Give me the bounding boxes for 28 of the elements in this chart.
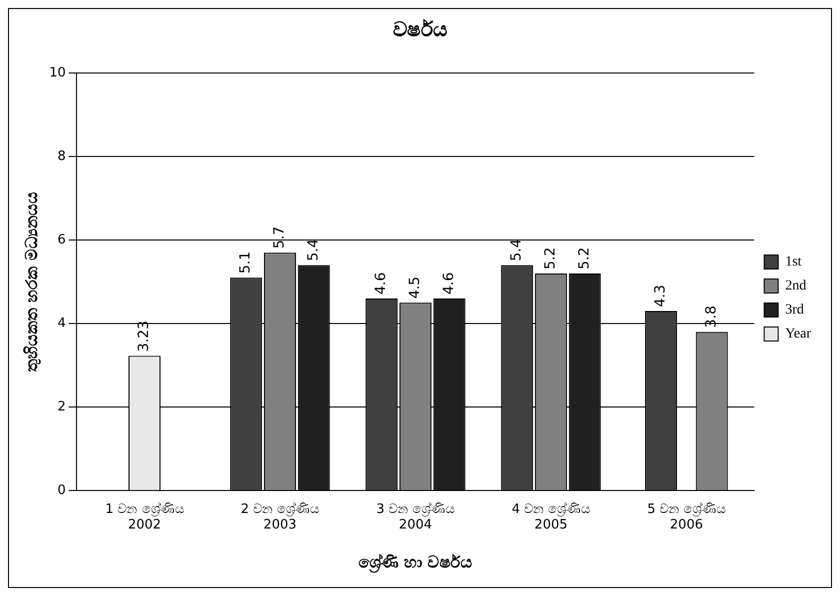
y-tick-label: 4 [57, 316, 66, 331]
y-tick-label: 0 [57, 482, 66, 498]
data-label: 5.7 [272, 226, 288, 249]
x-tick-label: 4 වන ශ්‍රේණිය 2005 [512, 500, 590, 532]
y-tick-label: 8 [57, 148, 66, 164]
data-label: 4.3 [652, 284, 669, 308]
x-tick-label: 5 වන ශ්‍රේණිය 2006 [647, 500, 726, 532]
x-tick-label: 2 වන ශ්‍රේණිය 2003 [240, 500, 320, 532]
data-label: 4.6 [440, 272, 457, 295]
y-tick-label: 2 [57, 399, 66, 414]
legend-label: 1st [785, 254, 802, 270]
x-tick-label: 1 වන ශ්‍රේණිය 2002 [105, 500, 184, 532]
y-tick-label: 6 [57, 232, 66, 248]
legend-label: Year [785, 326, 812, 342]
y-tick-label: 10 [49, 65, 66, 80]
data-label: 5.4 [305, 238, 322, 262]
data-label: 5.2 [542, 247, 559, 270]
data-label: 5.1 [238, 251, 254, 274]
data-label: 5.2 [576, 247, 592, 270]
x-tick-label: 3 වන ශ්‍රේණිය 2004 [376, 500, 455, 532]
data-label: 5.4 [508, 238, 525, 262]
legend-label: 3rd [785, 302, 804, 318]
data-label: 4.6 [373, 272, 390, 295]
x-axis-title: ශ්‍රේණි හා වර්ෂය [358, 552, 473, 574]
chart-title: වර්ෂය [393, 17, 447, 42]
legend-label: 2nd [785, 278, 806, 294]
data-label: 4.5 [407, 276, 424, 299]
y-axis-title: තුහියකත හරක මධ්‍යනයය [22, 192, 42, 372]
